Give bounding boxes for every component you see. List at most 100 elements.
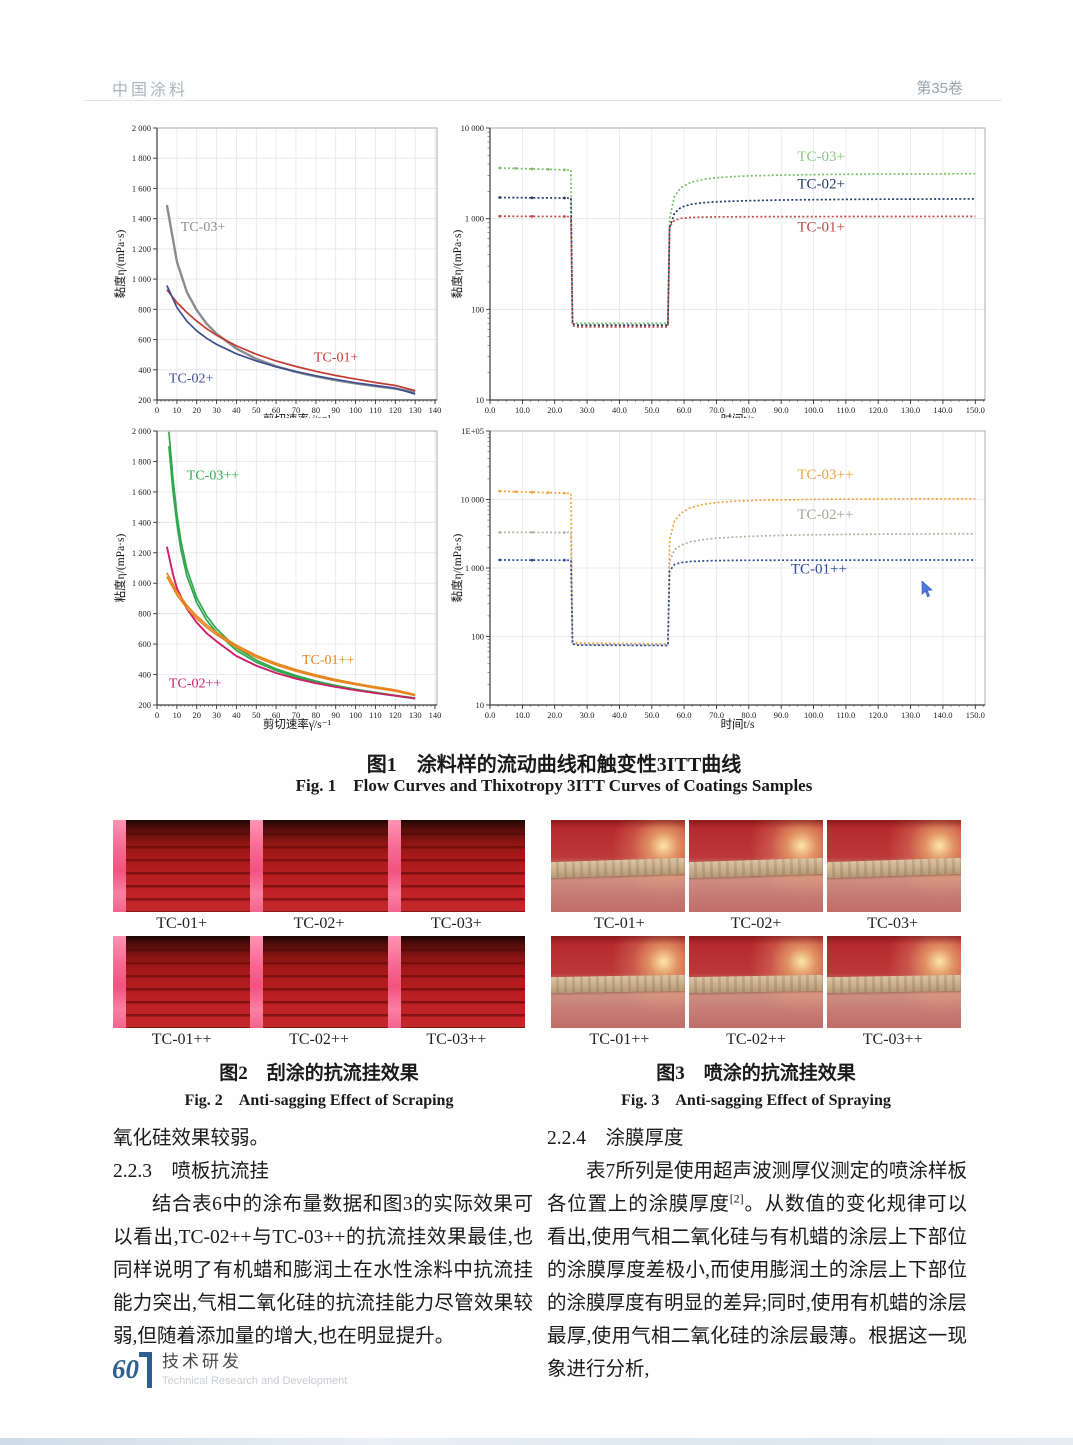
scrape-photo [263, 936, 388, 1028]
svg-text:110: 110 [369, 405, 381, 415]
svg-text:100: 100 [471, 632, 484, 642]
footer-section: 技术研发 Technical Research and Development [162, 1352, 347, 1387]
section-heading-224: 2.2.4 涂膜厚度 [547, 1128, 684, 1149]
svg-text:0.0: 0.0 [485, 405, 496, 415]
svg-text:TC-02+: TC-02+ [169, 372, 214, 387]
sample-label: TC-02++ [726, 1031, 786, 1048]
svg-text:剪切速率γ̇/s⁻¹: 剪切速率γ̇/s⁻¹ [263, 717, 332, 731]
figure3-row1-labels: TC-01+ TC-02+ TC-03+ [551, 912, 961, 936]
svg-text:1 000: 1 000 [132, 578, 151, 588]
svg-text:黏度η/(mPa·s): 黏度η/(mPa·s) [450, 534, 464, 603]
svg-text:30.0: 30.0 [580, 405, 595, 415]
svg-text:10: 10 [476, 700, 485, 710]
svg-text:600: 600 [138, 335, 151, 345]
pink-tape-strip [387, 936, 401, 1028]
svg-text:130.0: 130.0 [901, 405, 920, 415]
page-number: 60 [112, 1354, 139, 1384]
sample-label: TC-03++ [426, 1031, 487, 1048]
citation-marker: [2] [729, 1191, 744, 1206]
figure2-row2-labels: TC-01++ TC-02++ TC-03++ [113, 1028, 525, 1052]
svg-text:0.0: 0.0 [485, 710, 496, 720]
svg-text:2 000: 2 000 [132, 426, 151, 436]
pink-tape-strip [113, 820, 126, 912]
svg-text:TC-02+: TC-02+ [797, 177, 845, 193]
paragraph: 表7所列是使用超声波测厚仪测定的喷涂样板各位置上的涂膜厚度[2]。从数值的变化规… [547, 1155, 967, 1386]
svg-text:40: 40 [232, 710, 241, 720]
sample-label: TC-02+ [730, 915, 782, 932]
svg-text:10 000: 10 000 [461, 123, 484, 133]
svg-text:1 000: 1 000 [132, 274, 151, 284]
sample-label: TC-01++ [151, 1031, 212, 1048]
svg-text:20.0: 20.0 [547, 710, 562, 720]
svg-text:1 800: 1 800 [132, 456, 151, 466]
svg-text:时间t/s: 时间t/s [721, 718, 755, 731]
svg-text:粘度η/(mPa·s): 粘度η/(mPa·s) [113, 534, 127, 603]
svg-text:10: 10 [173, 405, 182, 415]
svg-text:1 800: 1 800 [132, 153, 151, 163]
svg-text:20: 20 [192, 710, 201, 720]
figure3-caption-zh: 图3 喷涂的抗流挂效果 [656, 1063, 856, 1084]
svg-text:140.0: 140.0 [933, 405, 952, 415]
svg-text:120.0: 120.0 [869, 405, 888, 415]
svg-text:10.0: 10.0 [515, 405, 530, 415]
scrape-photo [263, 820, 388, 912]
svg-text:30.0: 30.0 [580, 710, 595, 720]
svg-text:120: 120 [389, 405, 402, 415]
thixotropy-plus-chart: 0.0 10.0 20.0 30.0 40.0 50.0 60.0 70.0 80.0 90.0 1… [450, 115, 995, 427]
pink-tape-strip [113, 936, 126, 1028]
svg-text:1 600: 1 600 [132, 487, 151, 497]
svg-text:50.0: 50.0 [644, 710, 659, 720]
svg-text:0: 0 [155, 710, 159, 720]
svg-text:TC-01++: TC-01++ [302, 653, 354, 668]
svg-text:140: 140 [429, 710, 442, 720]
figure1-caption-zh: 图1 涂料样的流动曲线和触变性3ITT曲线 [366, 754, 742, 776]
svg-text:800: 800 [138, 609, 151, 619]
figure3-row2 [551, 936, 961, 1028]
svg-text:800: 800 [138, 304, 151, 314]
svg-text:TC-03+: TC-03+ [797, 149, 845, 165]
scrape-photo [126, 820, 251, 912]
svg-text:100.0: 100.0 [804, 405, 823, 415]
svg-text:200: 200 [138, 395, 151, 405]
scrape-photo [126, 936, 251, 1028]
svg-text:黏度η/(mPa·s): 黏度η/(mPa·s) [450, 230, 464, 299]
scrape-photo [400, 820, 525, 912]
svg-text:80: 80 [312, 710, 321, 720]
page-bottom-scan-band [0, 1438, 1073, 1445]
svg-text:1 400: 1 400 [132, 214, 151, 224]
svg-text:60.0: 60.0 [677, 405, 692, 415]
paragraph-text: 。从数值的变化规律可以看出,使用气相二氧化硅与有机蜡的涂层上下部位的涂膜厚度差极… [547, 1194, 967, 1380]
paragraph-continued: 氧化硅效果较弱。 [113, 1128, 270, 1149]
svg-text:70: 70 [292, 405, 301, 415]
footer-bracket-bar [139, 1352, 152, 1388]
svg-text:130.0: 130.0 [901, 710, 920, 720]
svg-text:140.0: 140.0 [933, 710, 952, 720]
svg-text:70.0: 70.0 [709, 710, 724, 720]
footer-section-en: Technical Research and Development [162, 1375, 348, 1387]
svg-text:1 200: 1 200 [132, 244, 151, 254]
svg-text:60: 60 [272, 405, 281, 415]
figure2-row1 [113, 820, 525, 912]
sample-label: TC-01+ [593, 915, 645, 932]
pink-tape-strip [250, 936, 264, 1028]
right-text-column: 2.2.4 涂膜厚度 表7所列是使用超声波测厚仪测定的喷涂样板各位置上的涂膜厚度… [547, 1122, 967, 1386]
figure2-caption-zh: 图2 刮涂的抗流挂效果 [219, 1063, 419, 1084]
svg-text:50: 50 [252, 405, 260, 415]
figure2-row2 [113, 936, 525, 1028]
svg-text:10 000: 10 000 [461, 495, 484, 505]
svg-text:70.0: 70.0 [709, 405, 724, 415]
svg-text:1 000: 1 000 [465, 563, 484, 573]
svg-text:130: 130 [409, 710, 422, 720]
svg-text:90.0: 90.0 [774, 710, 789, 720]
spray-photo [551, 820, 685, 912]
svg-text:10: 10 [476, 395, 485, 405]
svg-text:600: 600 [138, 639, 151, 649]
spray-photo [551, 936, 685, 1028]
svg-text:110.0: 110.0 [836, 405, 855, 415]
svg-text:20: 20 [192, 405, 201, 415]
svg-text:100: 100 [349, 405, 362, 415]
figure3-row2-labels: TC-01++ TC-02++ TC-03++ [551, 1028, 961, 1052]
svg-text:130: 130 [409, 405, 422, 415]
masking-tape [827, 857, 961, 878]
